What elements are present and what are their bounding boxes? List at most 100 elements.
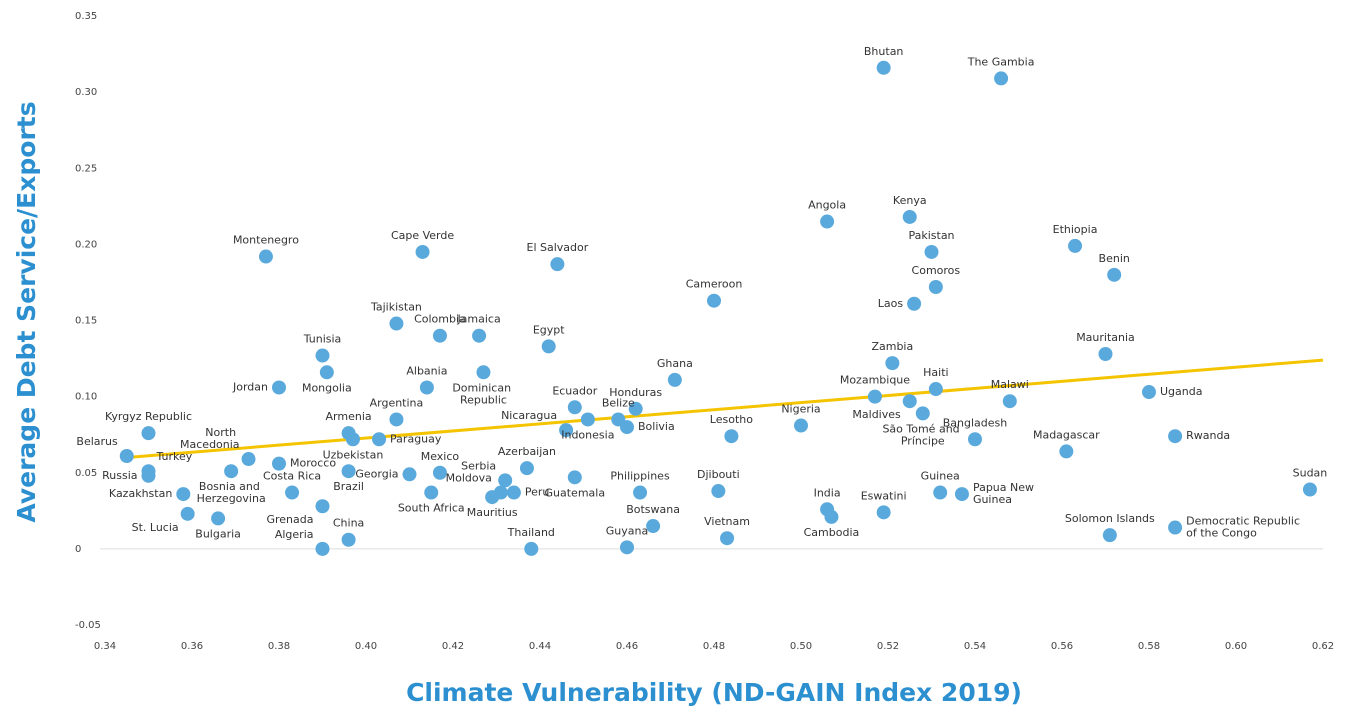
point	[211, 511, 226, 526]
point-label: Colombia	[414, 313, 466, 326]
point	[402, 467, 417, 482]
point	[620, 540, 634, 555]
point-label: North Macedonia	[180, 426, 240, 451]
x-tick-label: 0.44	[529, 641, 551, 652]
point	[141, 468, 156, 483]
point-label: Benin	[1099, 252, 1130, 265]
point	[472, 328, 487, 343]
point	[1107, 267, 1122, 282]
point-label: Rwanda	[1186, 429, 1230, 442]
point-label: Belize	[602, 396, 635, 409]
point-label: Indonesia	[561, 428, 614, 441]
point	[1098, 346, 1113, 361]
point	[867, 389, 882, 404]
point-label: Vietnam	[704, 515, 750, 528]
point	[1168, 520, 1183, 535]
x-tick-label: 0.36	[181, 641, 203, 652]
x-tick-label: 0.40	[355, 641, 377, 652]
point	[432, 465, 447, 480]
point	[580, 412, 595, 427]
point	[272, 380, 286, 395]
point	[506, 485, 521, 500]
point-label: Maldives	[852, 408, 901, 421]
point	[524, 541, 539, 556]
point-label: Kazakhstan	[109, 487, 172, 500]
y-tick-label: 0.20	[75, 239, 97, 250]
point-label: Costa Rica	[263, 470, 321, 483]
point-label: Malawi	[991, 378, 1029, 391]
point	[550, 257, 565, 272]
point	[567, 400, 582, 415]
y-tick-label: 0	[75, 544, 81, 555]
point-label: Peru	[525, 486, 550, 499]
point-label: Algeria	[275, 528, 314, 541]
point	[389, 316, 404, 331]
point-label: Guatemala	[545, 486, 606, 499]
point	[968, 432, 982, 447]
point	[707, 293, 721, 308]
y-tick-label: 0.35	[75, 11, 97, 22]
y-tick-label: 0.10	[75, 392, 97, 403]
point-label: Montenegro	[233, 234, 299, 247]
point-label: Djibouti	[697, 468, 740, 481]
point-label: Kyrgyz Republic	[105, 410, 192, 423]
x-tick-label: 0.42	[442, 641, 464, 652]
point	[907, 296, 922, 311]
point	[994, 71, 1009, 86]
point-label: Uganda	[1160, 385, 1202, 398]
point-label: Serbia	[461, 459, 496, 472]
point-label: Eswatini	[861, 489, 907, 502]
point-label: Moldova	[446, 472, 492, 485]
point-label: Bhutan	[864, 45, 904, 58]
trend-line	[126, 358, 1324, 460]
x-tick-label: 0.46	[616, 641, 638, 652]
point	[885, 356, 900, 371]
point	[241, 452, 256, 467]
point	[667, 372, 682, 387]
x-tick-label: 0.50	[790, 641, 812, 652]
point	[954, 487, 969, 502]
point-label: Egypt	[533, 323, 565, 336]
point	[424, 485, 439, 500]
point	[928, 280, 943, 295]
point-label: São Tomé and Príncipe	[882, 422, 963, 447]
point-label: Mexico	[421, 450, 460, 463]
point	[432, 328, 447, 343]
point-label: El Salvador	[527, 241, 589, 254]
point	[620, 420, 634, 435]
y-tick-label: 0.25	[75, 163, 97, 174]
point-label: Nigeria	[781, 403, 820, 416]
point	[824, 509, 839, 524]
point	[285, 485, 300, 500]
point	[345, 432, 360, 447]
point-label: Lesotho	[710, 413, 753, 426]
point-label: The Gambia	[967, 55, 1035, 68]
point	[315, 541, 330, 556]
point	[902, 209, 917, 224]
point-label: India	[814, 486, 841, 499]
point-label: Honduras	[609, 386, 662, 399]
point-label: Papua New Guinea	[973, 481, 1038, 506]
point	[794, 418, 808, 433]
point-label: Philippines	[610, 470, 670, 483]
x-tick-label: 0.58	[1138, 641, 1160, 652]
point	[541, 339, 556, 354]
point-label: Azerbaijan	[498, 445, 556, 458]
point-label: Tajikistan	[370, 301, 422, 314]
point-label: South Africa	[398, 502, 465, 515]
point	[915, 406, 930, 421]
point	[415, 244, 430, 259]
point-label: Jamaica	[456, 313, 500, 326]
point-label: Tunisia	[303, 333, 342, 346]
point-label: Laos	[878, 297, 904, 310]
point-label: Grenada	[266, 513, 313, 526]
point	[119, 449, 134, 464]
point-label: Jordan	[232, 380, 268, 393]
point	[476, 365, 491, 380]
point	[176, 487, 191, 502]
point	[928, 382, 943, 397]
x-axis-label: Climate Vulnerability (ND-GAIN Index 201…	[406, 678, 1022, 707]
point	[567, 470, 582, 485]
y-axis-label: Average Debt Service/Exports	[12, 101, 41, 522]
point	[933, 485, 948, 500]
